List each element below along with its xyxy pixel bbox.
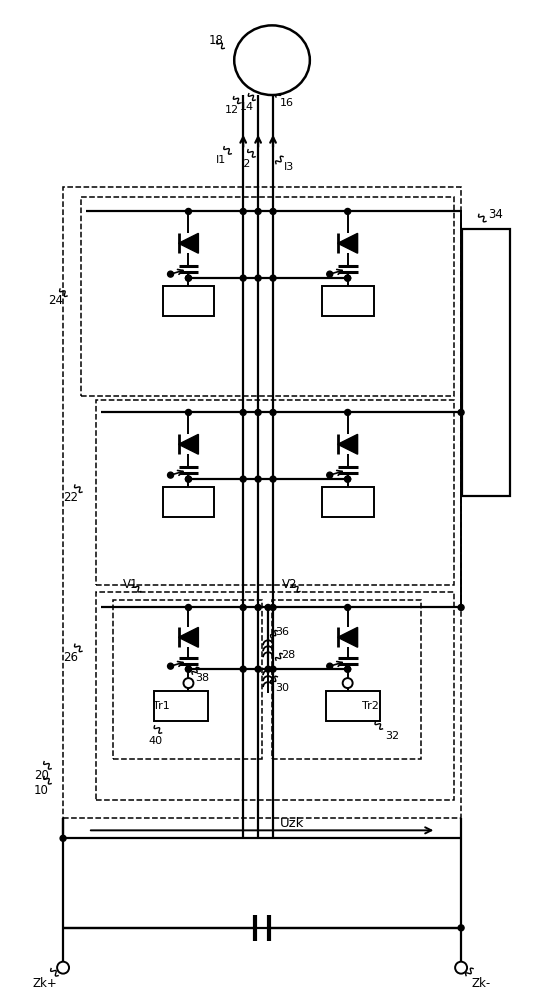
Circle shape (186, 275, 191, 281)
Circle shape (345, 208, 350, 214)
Text: Tr1: Tr1 (153, 701, 170, 711)
Circle shape (255, 666, 261, 672)
Circle shape (455, 962, 467, 974)
Circle shape (240, 409, 246, 415)
Text: 14: 14 (240, 102, 254, 112)
Circle shape (458, 409, 464, 415)
Text: Zk-: Zk- (471, 977, 491, 990)
Circle shape (327, 271, 333, 277)
Circle shape (186, 409, 191, 415)
Circle shape (270, 208, 276, 214)
Circle shape (168, 663, 173, 669)
Circle shape (345, 476, 350, 482)
Text: 38: 38 (195, 673, 210, 683)
Circle shape (270, 409, 276, 415)
Polygon shape (178, 627, 198, 647)
Circle shape (240, 666, 246, 672)
Bar (96, 400, 454, 585)
Text: 40: 40 (149, 736, 163, 746)
Circle shape (458, 925, 464, 931)
Text: 10: 10 (34, 784, 49, 797)
Text: Zk+: Zk+ (33, 977, 58, 990)
Text: 26: 26 (64, 651, 79, 664)
Circle shape (255, 208, 261, 214)
Polygon shape (338, 627, 358, 647)
Bar (462, 229, 510, 496)
Circle shape (183, 678, 193, 688)
Text: Tr2: Tr2 (362, 701, 379, 711)
Text: 22: 22 (64, 491, 79, 504)
Circle shape (327, 663, 333, 669)
Text: 28: 28 (281, 650, 295, 660)
Text: 30: 30 (275, 683, 289, 693)
Text: I2: I2 (241, 159, 252, 169)
Text: M: M (264, 51, 281, 70)
Circle shape (345, 604, 350, 610)
Circle shape (57, 962, 69, 974)
Circle shape (186, 604, 191, 610)
Circle shape (255, 604, 261, 610)
Circle shape (240, 476, 246, 482)
Bar (154, 691, 209, 721)
Circle shape (270, 604, 276, 610)
Circle shape (186, 666, 191, 672)
Circle shape (186, 476, 191, 482)
Circle shape (343, 678, 353, 688)
Circle shape (345, 666, 350, 672)
Text: 18: 18 (209, 34, 224, 47)
Bar (81, 197, 454, 396)
Text: I1: I1 (216, 155, 226, 165)
Text: 24: 24 (49, 294, 64, 307)
Bar (322, 286, 373, 316)
Bar (113, 600, 262, 759)
Bar (96, 592, 454, 800)
Circle shape (255, 409, 261, 415)
Bar (326, 691, 381, 721)
Polygon shape (178, 434, 198, 454)
Circle shape (240, 275, 246, 281)
Circle shape (186, 666, 191, 672)
Text: 12: 12 (225, 105, 239, 115)
Text: 36: 36 (275, 627, 289, 637)
Circle shape (345, 409, 350, 415)
Circle shape (168, 271, 173, 277)
Circle shape (255, 275, 261, 281)
Text: 32: 32 (385, 731, 400, 741)
Bar (163, 487, 214, 517)
Circle shape (458, 604, 464, 610)
Text: Uzk: Uzk (280, 817, 304, 830)
Text: 34: 34 (489, 208, 503, 221)
Circle shape (265, 666, 271, 672)
Circle shape (240, 604, 246, 610)
Bar (163, 286, 214, 316)
Polygon shape (338, 434, 358, 454)
Circle shape (168, 472, 173, 478)
Circle shape (327, 472, 333, 478)
Circle shape (186, 476, 191, 482)
Text: I3: I3 (284, 162, 294, 172)
Bar (322, 487, 373, 517)
Polygon shape (338, 233, 358, 253)
Text: 16: 16 (280, 98, 294, 108)
Text: V2: V2 (282, 578, 298, 591)
Circle shape (270, 476, 276, 482)
Text: 20: 20 (34, 769, 49, 782)
Circle shape (345, 275, 350, 281)
Circle shape (270, 666, 276, 672)
Polygon shape (178, 233, 198, 253)
Circle shape (345, 666, 350, 672)
Circle shape (265, 604, 271, 610)
Circle shape (186, 208, 191, 214)
Bar (272, 600, 421, 759)
Circle shape (345, 275, 350, 281)
Circle shape (270, 275, 276, 281)
Circle shape (186, 275, 191, 281)
Bar (63, 187, 461, 818)
Circle shape (240, 208, 246, 214)
Circle shape (60, 835, 66, 841)
Text: V1: V1 (123, 578, 139, 591)
Ellipse shape (234, 25, 310, 95)
Circle shape (255, 476, 261, 482)
Circle shape (345, 476, 350, 482)
